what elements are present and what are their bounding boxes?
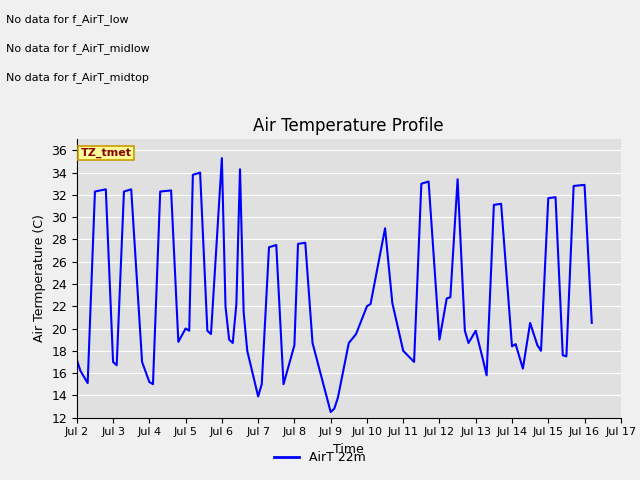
Legend: AirT 22m: AirT 22m <box>269 446 371 469</box>
X-axis label: Time: Time <box>333 443 364 456</box>
Text: TZ_tmet: TZ_tmet <box>81 148 131 158</box>
Text: No data for f_AirT_midtop: No data for f_AirT_midtop <box>6 72 149 83</box>
Text: No data for f_AirT_midlow: No data for f_AirT_midlow <box>6 43 150 54</box>
Title: Air Temperature Profile: Air Temperature Profile <box>253 117 444 135</box>
Text: No data for f_AirT_low: No data for f_AirT_low <box>6 14 129 25</box>
Y-axis label: Air Termperature (C): Air Termperature (C) <box>33 215 45 342</box>
